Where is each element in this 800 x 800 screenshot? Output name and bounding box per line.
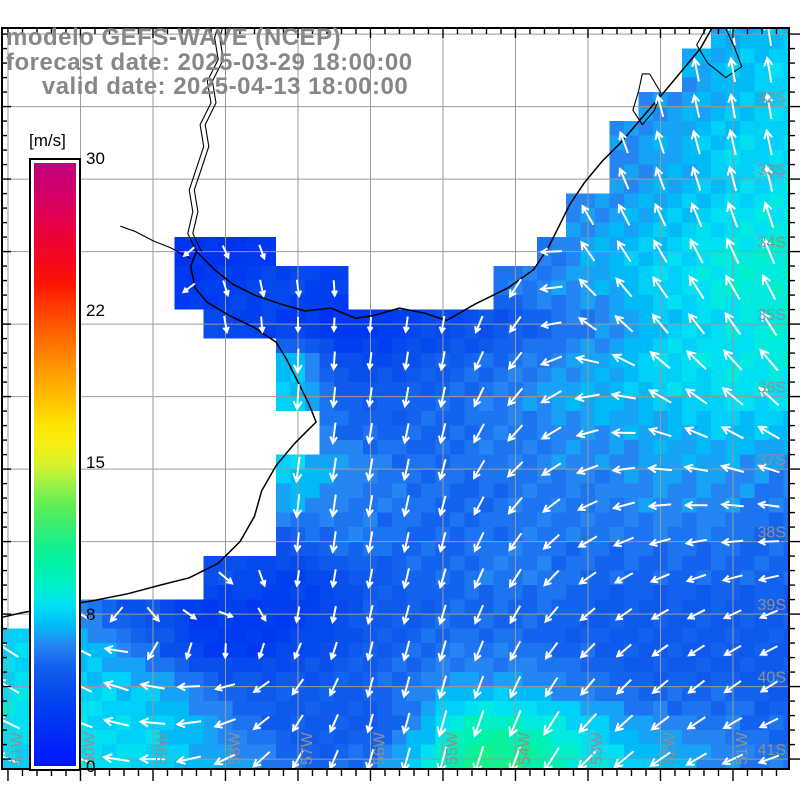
colorbar-tick-label: 8 [86, 605, 96, 624]
lat-label: 41S [758, 742, 786, 759]
colorbar-tick-label: 22 [86, 301, 105, 320]
lon-label: 53W [589, 731, 606, 765]
coastline [2, 28, 743, 619]
lon-label: 52W [661, 731, 678, 765]
lat-label: 40S [758, 670, 786, 687]
colorbar-frame [29, 158, 81, 771]
colorbar-gradient [34, 163, 76, 766]
lon-label: 61W [9, 731, 26, 765]
lat-label: 38S [758, 525, 786, 542]
colorbar-unit-label: [m/s] [29, 131, 66, 150]
lon-label: 55W [444, 731, 461, 765]
colorbar-tick-label: 30 [86, 149, 105, 168]
lat-label: 39S [758, 597, 786, 614]
lon-label: 54W [516, 731, 533, 765]
lat-label: 33S [758, 162, 786, 179]
colorbar-tick-label: 15 [86, 453, 105, 472]
colorbar-tick-label: 0 [86, 757, 96, 776]
axis-labels: 32S 33S 34S 35S 36S 37S 38S 39S 40S 41S 61W 60W 59W 5… [9, 90, 786, 765]
lon-label: 51W [734, 731, 751, 765]
lon-label: 56W [371, 731, 388, 765]
lon-label: 59W [154, 731, 171, 765]
lat-label: 36S [758, 380, 786, 397]
lon-label: 60W [81, 731, 98, 765]
lat-label: 32S [758, 90, 786, 107]
lon-label: 57W [299, 731, 316, 765]
lat-label: 34S [758, 235, 786, 252]
axis-ticks [2, 29, 800, 781]
lat-label: 35S [758, 307, 786, 324]
lon-label: 58W [226, 731, 243, 765]
lat-label: 37S [758, 452, 786, 469]
map-frame [1, 27, 790, 770]
